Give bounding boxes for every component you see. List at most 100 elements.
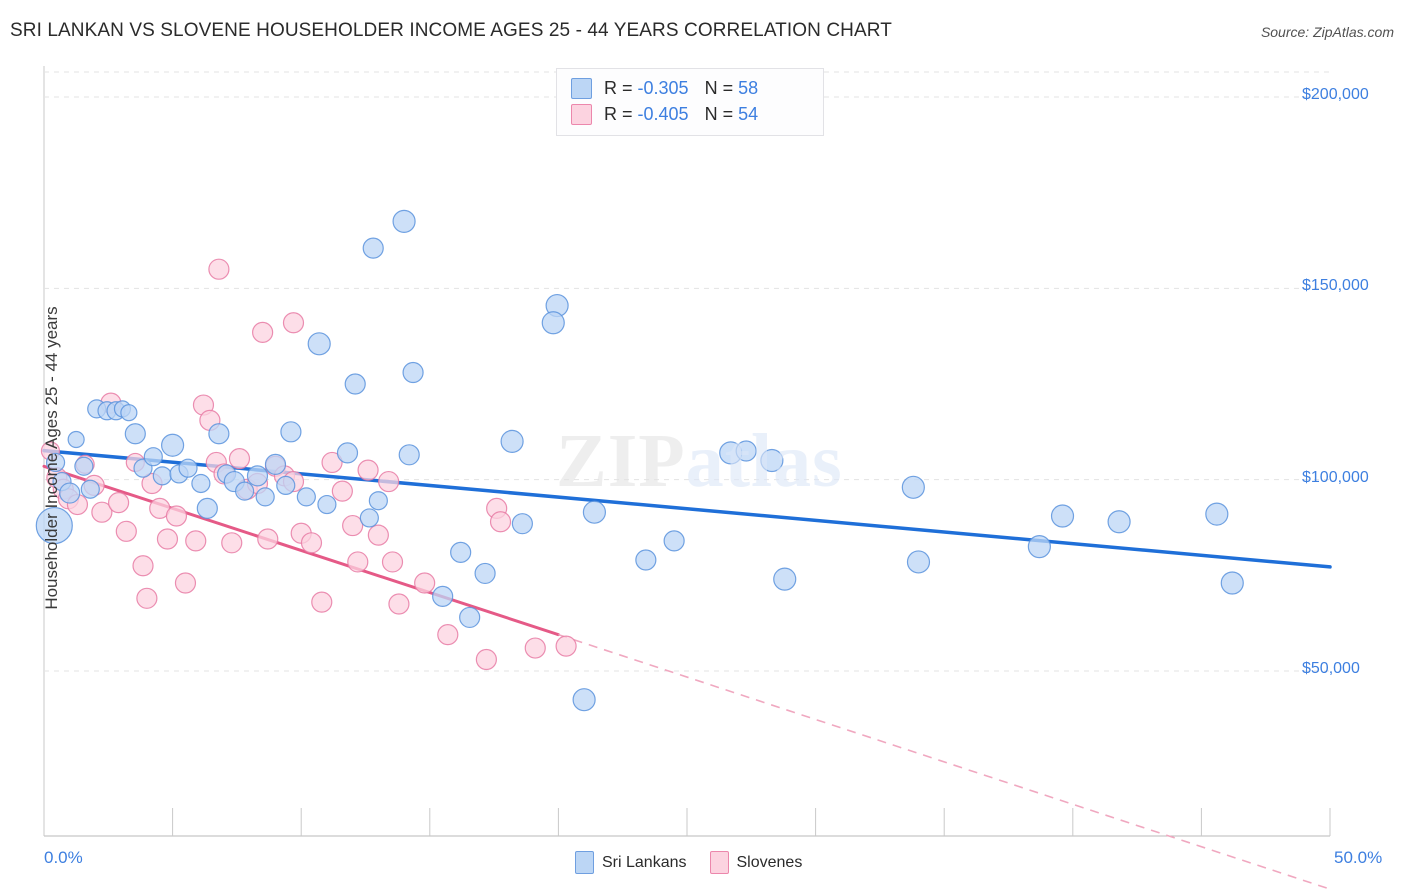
y-axis-title: Householder Income Ages 25 - 44 years — [42, 306, 61, 610]
data-point — [555, 635, 577, 657]
correlation-stats-legend: R = -0.305 N = 58 R = -0.405 N = 54 — [556, 68, 824, 136]
legend-label-sri-lankans: Sri Lankans — [602, 853, 687, 871]
data-point — [582, 500, 607, 524]
data-point — [450, 541, 472, 563]
data-point — [336, 442, 359, 464]
data-point — [311, 591, 333, 613]
data-point — [252, 321, 274, 343]
data-point — [67, 430, 85, 449]
data-point — [143, 447, 163, 467]
legend-item-slovenes[interactable]: Slovenes — [709, 851, 803, 874]
data-point — [264, 453, 287, 475]
data-point — [437, 624, 459, 646]
data-point — [1205, 502, 1229, 526]
data-point — [124, 423, 146, 445]
data-point — [475, 648, 497, 671]
y-tick-label-200000: $200,000 — [1302, 86, 1369, 103]
data-point — [165, 505, 188, 527]
series-legend: Sri Lankans Slovenes — [575, 851, 816, 874]
data-point — [280, 421, 302, 443]
data-point — [235, 481, 255, 501]
data-point — [402, 361, 424, 384]
data-point — [342, 514, 364, 537]
plot-area: Householder Income Ages 25 - 44 years $2… — [35, 66, 1369, 890]
data-point — [381, 551, 404, 573]
data-point — [362, 237, 384, 259]
data-point — [432, 585, 454, 607]
data-point — [80, 479, 100, 499]
y-tick-label-100000: $100,000 — [1302, 468, 1369, 486]
data-point — [511, 513, 533, 535]
data-point — [359, 508, 379, 528]
data-point — [282, 312, 305, 334]
plot-canvas — [35, 66, 1332, 890]
swatch-sri-lankans-icon — [571, 77, 592, 99]
data-point — [635, 549, 657, 571]
data-point — [398, 444, 420, 466]
data-point — [246, 465, 269, 487]
y-tick-label-150000: $150,000 — [1302, 277, 1369, 295]
data-point — [132, 555, 154, 577]
data-point — [572, 688, 596, 712]
data-point — [367, 524, 389, 546]
data-point — [307, 332, 331, 356]
data-point — [208, 423, 230, 445]
data-point — [208, 258, 230, 280]
data-point — [196, 497, 218, 519]
data-point — [388, 593, 410, 615]
r-label-pink: R = — [604, 103, 638, 124]
swatch-slovenes-icon — [571, 103, 592, 125]
data-point — [1027, 535, 1051, 559]
data-point — [1050, 504, 1075, 528]
data-point — [174, 572, 197, 594]
data-point — [1107, 510, 1131, 534]
data-point — [115, 520, 137, 542]
n-value-blue: 58 — [738, 77, 759, 98]
n-value-pink: 54 — [738, 103, 759, 124]
data-points-layer — [35, 209, 1244, 712]
stat-row-sri-lankans: R = -0.305 N = 58 — [571, 75, 813, 101]
data-point — [185, 530, 207, 552]
data-point — [489, 511, 512, 533]
legend-swatch-sri-lankans-icon — [575, 851, 594, 874]
data-point — [74, 456, 94, 476]
data-point — [296, 487, 316, 507]
data-point — [59, 482, 81, 504]
stat-text-slovenes: R = -0.405 N = 54 — [604, 104, 758, 125]
data-point — [161, 433, 185, 457]
page-title: SRI LANKAN VS SLOVENE HOUSEHOLDER INCOME… — [10, 20, 892, 41]
data-point — [152, 466, 172, 486]
data-point — [347, 551, 369, 573]
y-tick-label-50000: $50,000 — [1302, 660, 1360, 677]
data-point — [45, 452, 66, 473]
data-point — [321, 451, 343, 474]
data-point — [901, 475, 925, 499]
legend-label-slovenes: Slovenes — [736, 853, 803, 871]
data-point — [300, 532, 323, 554]
r-value-pink: -0.405 — [637, 103, 689, 124]
n-label-blue: N = — [704, 77, 739, 98]
data-point — [191, 473, 211, 494]
data-point — [1220, 571, 1244, 595]
data-point — [136, 587, 158, 609]
data-point — [459, 606, 481, 629]
data-point — [357, 459, 379, 481]
x-axis-max-label: 50.0% — [1334, 848, 1383, 867]
data-point — [500, 429, 524, 453]
trendline-slovenes-extrapolated — [558, 633, 1331, 890]
data-point — [156, 528, 179, 550]
n-label-pink: N = — [704, 103, 739, 124]
data-point — [35, 506, 73, 545]
legend-item-sri-lankans[interactable]: Sri Lankans — [575, 851, 687, 874]
stat-row-slovenes: R = -0.405 N = 54 — [571, 101, 813, 127]
data-point — [221, 532, 243, 554]
r-value-blue: -0.305 — [637, 77, 689, 98]
source-attribution: Source: ZipAtlas.com — [1260, 24, 1394, 40]
r-label-blue: R = — [604, 77, 638, 98]
data-point — [773, 567, 797, 591]
data-point — [906, 550, 931, 574]
data-point — [414, 572, 436, 594]
data-point — [255, 487, 275, 507]
trendline-slovenes — [42, 464, 560, 637]
